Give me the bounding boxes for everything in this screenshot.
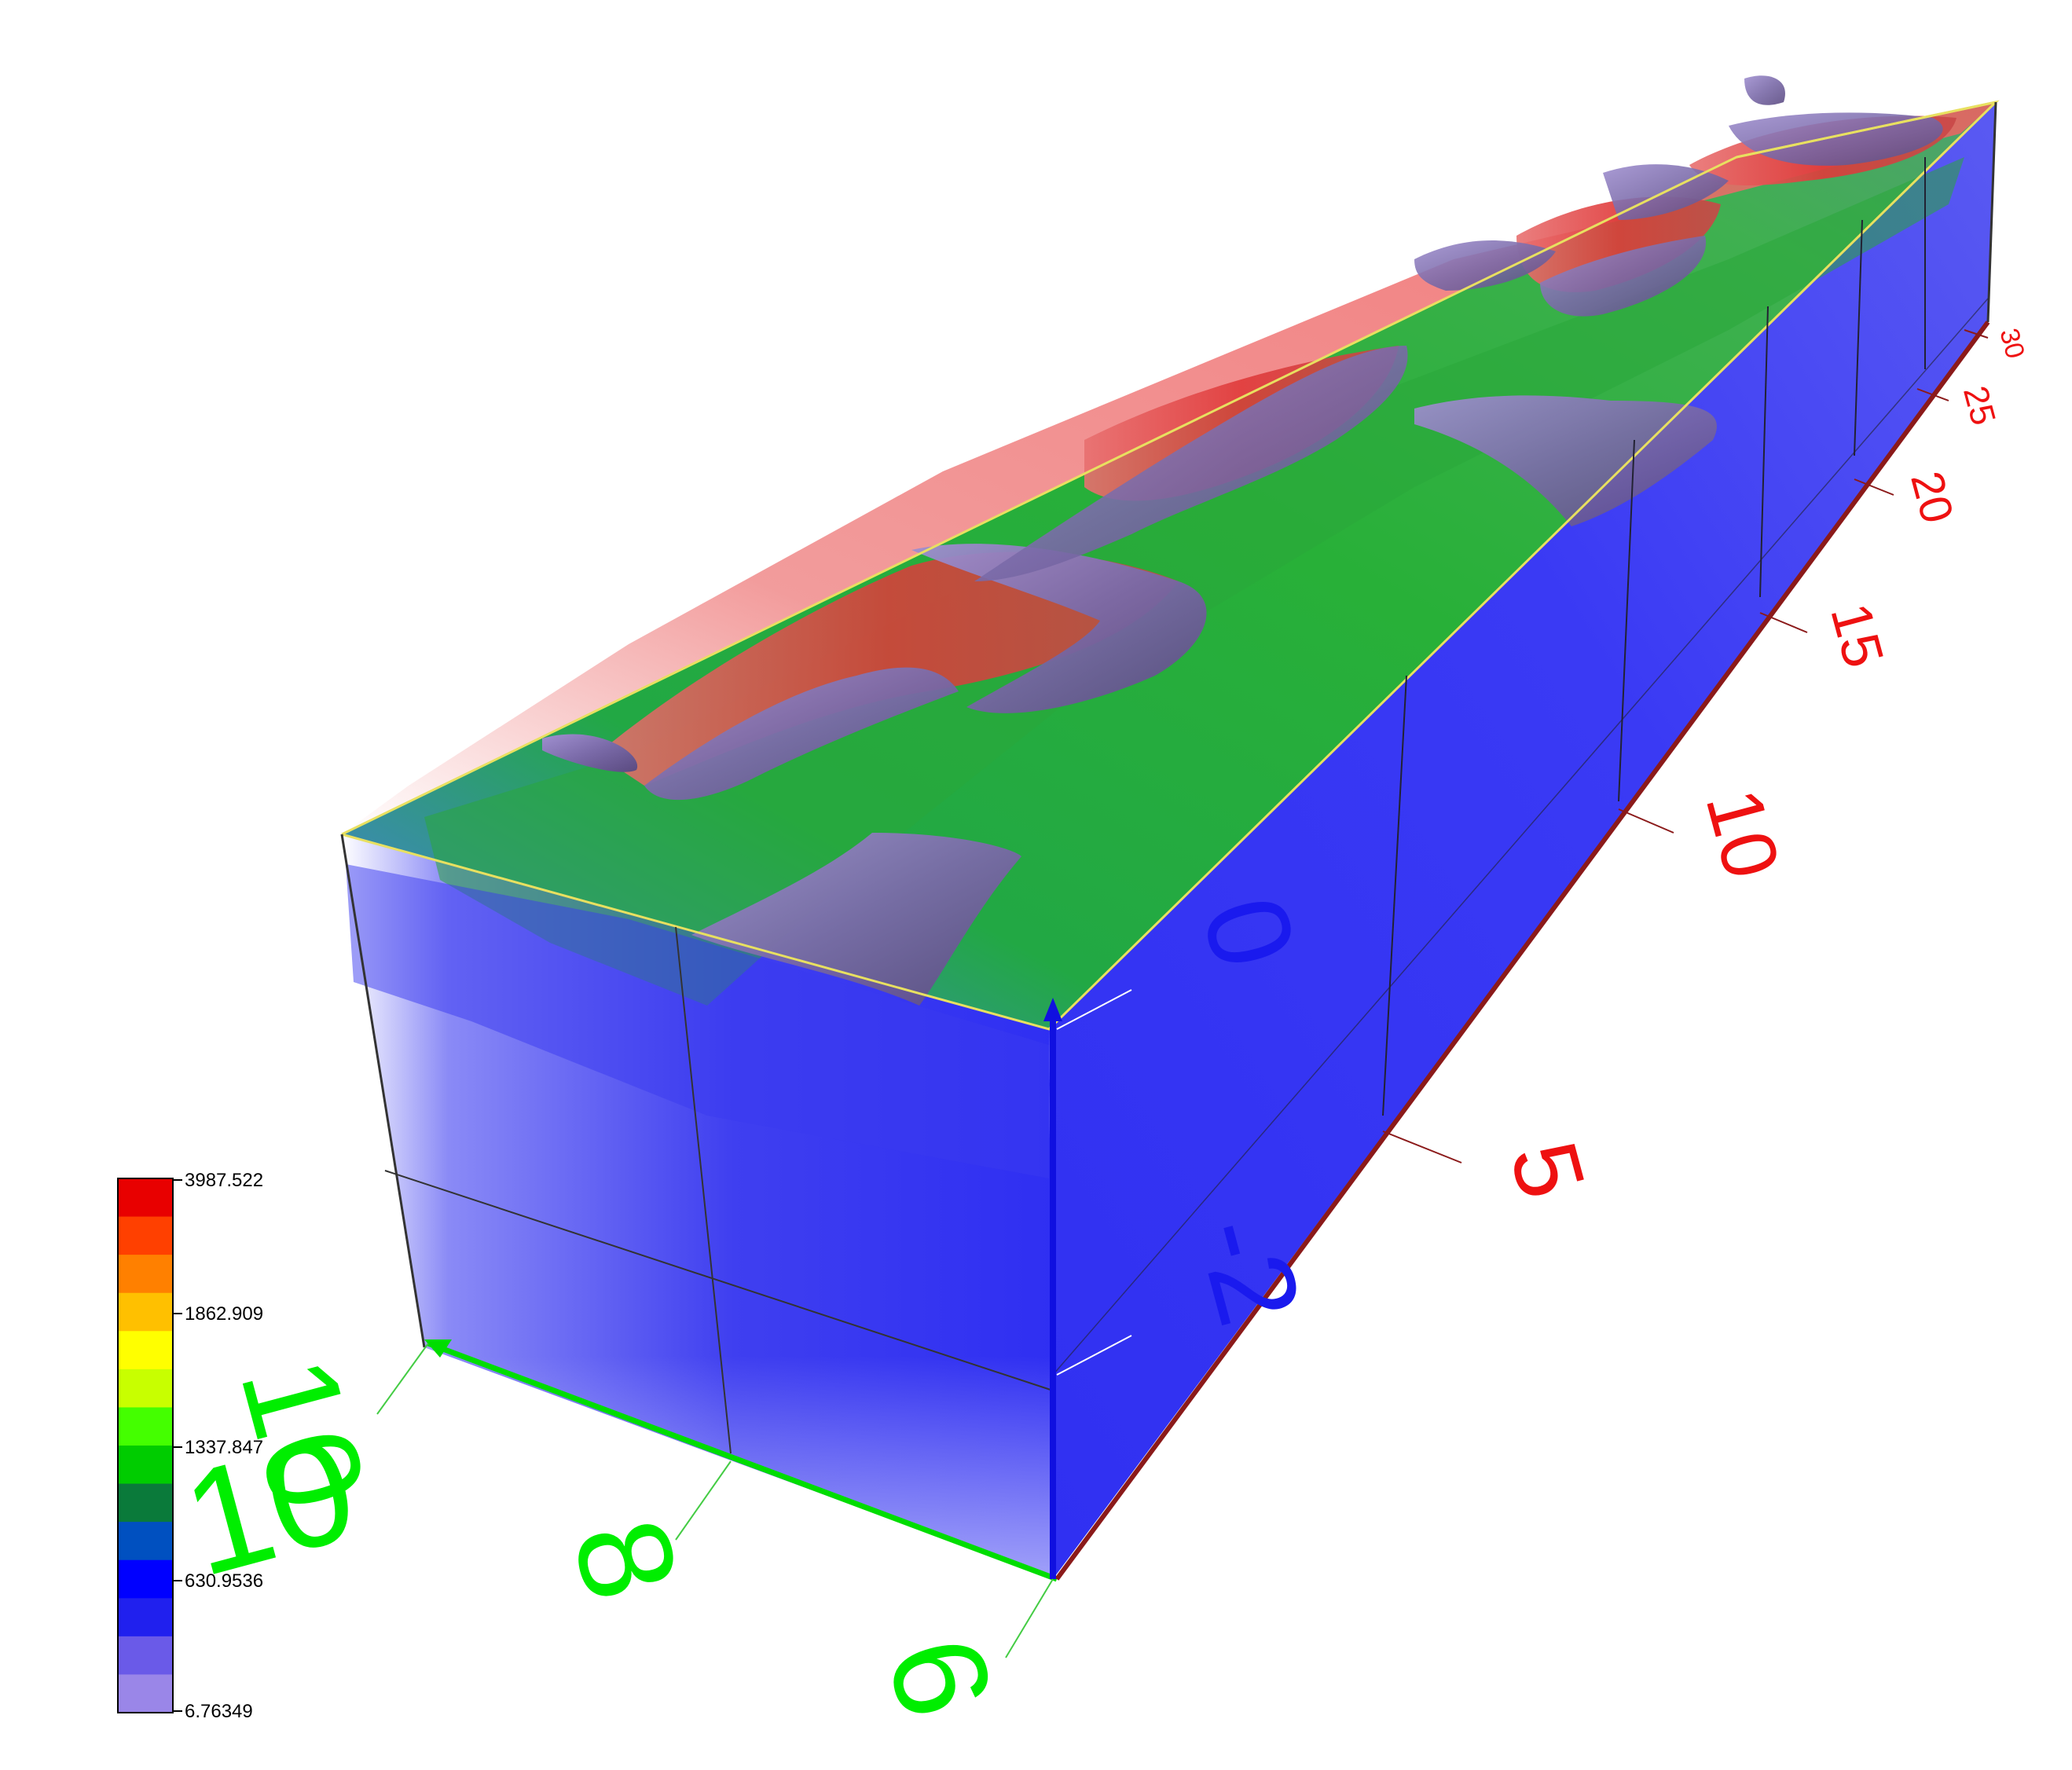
box-left-vertical [340,834,426,1348]
isosurface-10 [1729,112,1943,166]
z-tick-lines [1056,989,1132,1376]
isosurface-6 [1414,395,1717,526]
isosurface-2 [644,667,959,801]
x-tick-label: 6 [858,1622,1021,1733]
y-tick-label: 20 [1901,466,1963,528]
isosurface-1 [542,734,638,772]
grid-side-4 [1854,219,1863,456]
y-tick-lines [1382,329,1989,1164]
legend-color-band [118,1559,173,1600]
legend-color-band [118,1674,173,1713]
axes [376,321,1990,1658]
volume-side-face [1049,102,1996,1579]
isosurface-4 [974,346,1408,581]
legend-frame [117,1178,174,1713]
grid-front-h [384,1170,1054,1391]
red-region-3 [1516,196,1721,292]
y-tick-label: 5 [1490,1131,1605,1209]
color-legend: 3987.522 1862.909 1337.847 630.9536 6.76… [117,1170,263,1722]
z-axis-arrow [1043,998,1062,1021]
legend-color-bar [118,1178,173,1713]
y-tick-label: 15 [1818,597,1895,674]
grid-side-3 [1759,306,1769,598]
legend-color-band [118,1331,173,1370]
isosurface-11 [1744,75,1785,105]
volume-box [342,102,1996,1579]
legend-color-band [118,1598,173,1637]
grid-side-1 [1382,675,1407,1116]
isosurfaces [542,75,1943,1006]
legend-label: 3987.522 [185,1170,263,1191]
legend-color-band [118,1446,173,1485]
x-axis-arrow [424,1339,452,1358]
legend-label: 1337.847 [185,1437,263,1458]
legend-color-band [118,1178,173,1218]
y-axis-line [1054,321,1990,1581]
y-tick-label: 25 [1956,382,2003,429]
legend-color-band [118,1407,173,1446]
box-back-edge [1736,101,1997,159]
volume-blue-bleed [346,864,1049,1178]
legend-color-band [118,1636,173,1676]
legend-label: 1862.909 [185,1303,263,1325]
legend-color-band [118,1216,173,1256]
legend-ticks [173,1179,182,1712]
legend-color-band [118,1522,173,1561]
box-right-vertical [1986,101,1997,323]
legend-color-band [118,1255,173,1294]
isosurface-8 [1540,236,1707,317]
isosurface-3 [911,544,1207,713]
isosurface-7 [1414,240,1556,291]
x-axis-line [427,1340,1058,1582]
legend-label: 6.76349 [185,1701,253,1722]
grid-side-2 [1618,439,1635,802]
box-outline [340,100,2000,1454]
legend-color-band [118,1483,173,1523]
y-tick-label: 10 [1689,780,1796,887]
y-tick-label: 30 [1993,325,2030,361]
isosurface-5 [691,833,1021,1006]
volume-green-band [424,157,1964,1006]
legend-color-band [118,1369,173,1409]
legend-color-band [118,1292,173,1332]
x-tick-label: 8 [544,1504,707,1615]
legend-label: 630.9536 [185,1570,263,1592]
x-tick-lines [376,1343,1054,1658]
grid-front-1 [675,926,732,1454]
grid-side-h [1052,298,1989,1376]
